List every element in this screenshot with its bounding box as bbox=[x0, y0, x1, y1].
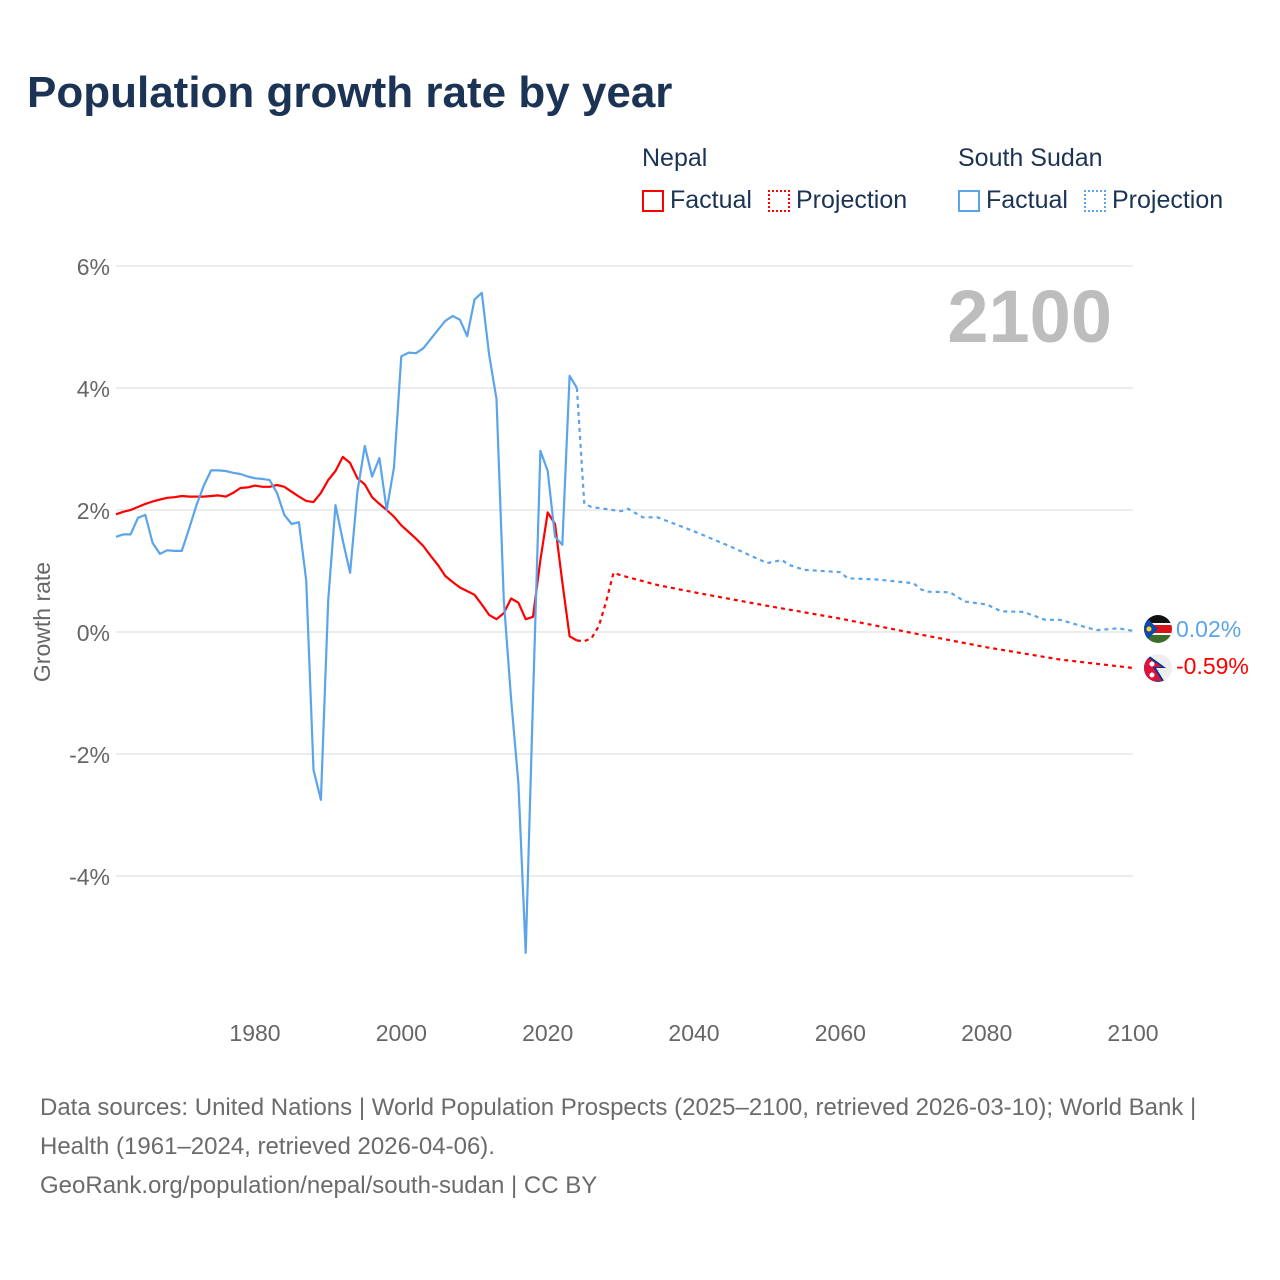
legend-group-nepal: Nepal Factual Projection bbox=[642, 144, 907, 215]
legend-item-nepal-factual[interactable]: Factual bbox=[642, 186, 752, 215]
dotted-swatch-icon bbox=[767, 189, 790, 212]
y-tick-label: 0% bbox=[77, 620, 110, 646]
legend-label: Factual bbox=[670, 186, 752, 214]
x-tick-label: 2080 bbox=[961, 1020, 1012, 1046]
legend-item-south-sudan-factual[interactable]: Factual bbox=[958, 186, 1068, 215]
x-tick-label: 2060 bbox=[815, 1020, 866, 1046]
legend-group-title: Nepal bbox=[642, 144, 708, 172]
legend-group-title: South Sudan bbox=[958, 144, 1103, 172]
grid-lines bbox=[116, 265, 1133, 877]
x-tick-label: 2040 bbox=[668, 1020, 719, 1046]
x-tick-label: 2020 bbox=[522, 1020, 573, 1046]
south-sudan-projection-line bbox=[575, 387, 1134, 632]
y-tick-label: 6% bbox=[77, 254, 110, 280]
south-sudan-factual-line bbox=[115, 291, 578, 954]
south-sudan-end-value: 0.02% bbox=[1176, 616, 1241, 642]
legend-label: Projection bbox=[1111, 186, 1224, 214]
y-tick-label: 4% bbox=[77, 376, 110, 402]
legend-item-nepal-projection[interactable]: Projection bbox=[767, 186, 908, 215]
y-tick-label: -4% bbox=[69, 864, 110, 890]
legend-label: Factual bbox=[986, 186, 1068, 214]
y-tick-label: -2% bbox=[69, 742, 110, 768]
legend-label: Projection bbox=[795, 186, 908, 214]
x-tick-label: 2100 bbox=[1107, 1020, 1158, 1046]
credit-link[interactable]: GeoRank.org/population/nepal/south-sudan… bbox=[40, 1172, 598, 1199]
solid-swatch-icon bbox=[958, 189, 980, 212]
solid-swatch-icon bbox=[642, 189, 664, 212]
y-tick-label: 2% bbox=[77, 498, 110, 524]
chart-title: Population growth rate by year bbox=[27, 68, 673, 117]
data-sources: Data sources: United Nations | World Pop… bbox=[40, 1094, 1197, 1160]
nepal-factual-line bbox=[115, 455, 578, 642]
dotted-swatch-icon bbox=[1083, 189, 1106, 212]
nepal-flag-icon bbox=[1144, 654, 1172, 682]
south-sudan-flag-icon bbox=[1144, 615, 1172, 643]
legend-group-south-sudan: South Sudan Factual Projection bbox=[958, 144, 1223, 215]
footer: Data sources: United Nations | World Pop… bbox=[40, 1088, 1240, 1205]
y-tick-labels: 6% 4% 2% 0% -2% -4% bbox=[69, 254, 110, 890]
y-axis-label: Growth rate bbox=[29, 562, 55, 682]
series-lines bbox=[115, 291, 1134, 954]
nepal-end-value: -0.59% bbox=[1176, 653, 1249, 679]
nepal-projection-line bbox=[576, 571, 1134, 670]
x-tick-label: 2000 bbox=[376, 1020, 427, 1046]
legend-item-south-sudan-projection[interactable]: Projection bbox=[1083, 186, 1224, 215]
x-tick-label: 1980 bbox=[229, 1020, 280, 1046]
year-display: 2100 bbox=[947, 275, 1112, 358]
x-tick-labels: 1980 2000 2020 2040 2060 2080 2100 bbox=[229, 1020, 1158, 1046]
